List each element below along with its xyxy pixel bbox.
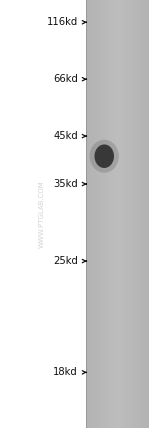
Bar (139, 0, 140, 428)
Bar (120, 0, 121, 428)
Bar (129, 0, 130, 428)
Text: 66kd: 66kd (53, 74, 78, 84)
Bar (97, 0, 98, 428)
Bar (123, 0, 124, 428)
Bar (146, 0, 147, 428)
Bar (100, 0, 101, 428)
Bar (135, 0, 136, 428)
Bar (141, 0, 142, 428)
Bar (114, 0, 115, 428)
Text: WWW.PTGLAB.COM: WWW.PTGLAB.COM (39, 180, 45, 248)
Bar (98, 0, 99, 428)
Bar (142, 0, 143, 428)
Bar (138, 0, 139, 428)
Bar (109, 0, 111, 428)
Bar (86, 0, 87, 428)
Bar (144, 0, 145, 428)
Bar (126, 0, 127, 428)
Bar (118, 0, 119, 428)
Bar (137, 0, 138, 428)
Bar (130, 0, 132, 428)
Bar (112, 0, 114, 428)
Text: 35kd: 35kd (53, 179, 78, 189)
Bar (148, 0, 149, 428)
Bar (108, 0, 110, 428)
Ellipse shape (90, 140, 119, 172)
Bar (105, 0, 106, 428)
Bar (90, 0, 92, 428)
Bar (102, 0, 103, 428)
Bar (110, 0, 112, 428)
Bar (134, 0, 135, 428)
Bar (111, 0, 113, 428)
Text: 25kd: 25kd (53, 256, 78, 266)
Bar (103, 0, 104, 428)
Bar (119, 0, 120, 428)
Bar (95, 0, 96, 428)
Bar (96, 0, 97, 428)
Bar (124, 0, 125, 428)
Bar (116, 0, 117, 428)
Bar (117, 0, 118, 428)
Text: 18kd: 18kd (53, 367, 78, 377)
Bar (106, 0, 107, 428)
Bar (140, 0, 141, 428)
Bar (88, 0, 90, 428)
Bar (143, 0, 144, 428)
Bar (145, 0, 146, 428)
Bar (121, 0, 122, 428)
Bar (99, 0, 100, 428)
Bar (86, 0, 87, 428)
Bar (131, 0, 133, 428)
Ellipse shape (94, 145, 114, 168)
Bar (122, 0, 123, 428)
Bar (93, 0, 94, 428)
Bar (127, 0, 128, 428)
Bar (132, 0, 134, 428)
Bar (107, 0, 108, 428)
Bar (94, 0, 95, 428)
Bar (92, 0, 93, 428)
Bar (104, 0, 105, 428)
Bar (125, 0, 126, 428)
Bar (136, 0, 137, 428)
Bar (101, 0, 102, 428)
Bar (115, 0, 116, 428)
Bar (147, 0, 148, 428)
Bar (89, 0, 91, 428)
Text: 116kd: 116kd (47, 17, 78, 27)
Bar (128, 0, 129, 428)
Bar (87, 0, 88, 428)
Text: 45kd: 45kd (53, 131, 78, 141)
